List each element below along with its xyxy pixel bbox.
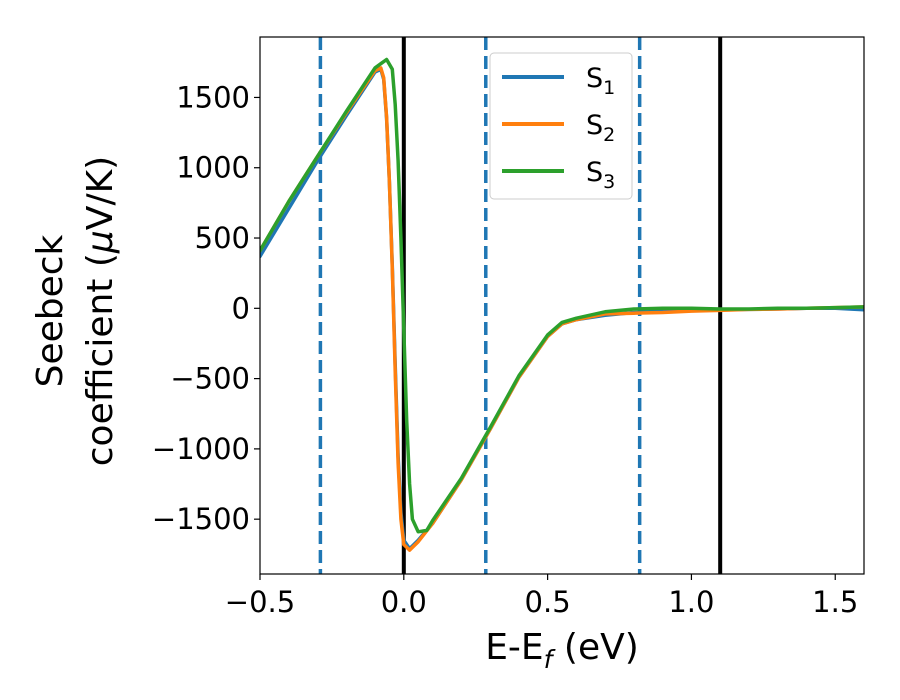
- legend-label-s3: S3: [586, 157, 615, 193]
- y-tick-label: 1500: [176, 80, 250, 114]
- x-axis-title: E-Ef (eV): [485, 627, 639, 674]
- plot-frame: [259, 36, 865, 575]
- y-axis-title-line-2: coefficient (μV/K): [80, 156, 121, 466]
- y-tick-label: 1000: [176, 151, 250, 185]
- legend-label-s1: S1: [586, 63, 615, 99]
- y-tick-label: −500: [170, 362, 250, 396]
- x-axis-ticks: −0.5 0.0 0.5 1.0 1.5: [225, 574, 858, 619]
- x-tick-label: 1.0: [668, 585, 714, 619]
- y-tick-label: −1500: [152, 502, 250, 536]
- x-tick-label: 0.5: [525, 585, 571, 619]
- x-tick-label: 0.0: [381, 585, 427, 619]
- y-tick-label: 0: [232, 291, 250, 325]
- x-tick-label: −0.5: [225, 585, 295, 619]
- y-axis-ticks: −1500 −1000 −500 0 500 1000 1500: [152, 80, 260, 536]
- y-tick-label: −1000: [152, 432, 250, 466]
- y-axis-title-line-1: Seebeck: [30, 234, 71, 387]
- legend: S1 S2 S3: [489, 52, 633, 200]
- legend-label-s2: S2: [586, 110, 615, 146]
- series-layer: [260, 57, 864, 552]
- x-tick-label: 1.5: [812, 585, 858, 619]
- y-tick-label: 500: [195, 221, 250, 255]
- series-line-s3: [260, 57, 864, 534]
